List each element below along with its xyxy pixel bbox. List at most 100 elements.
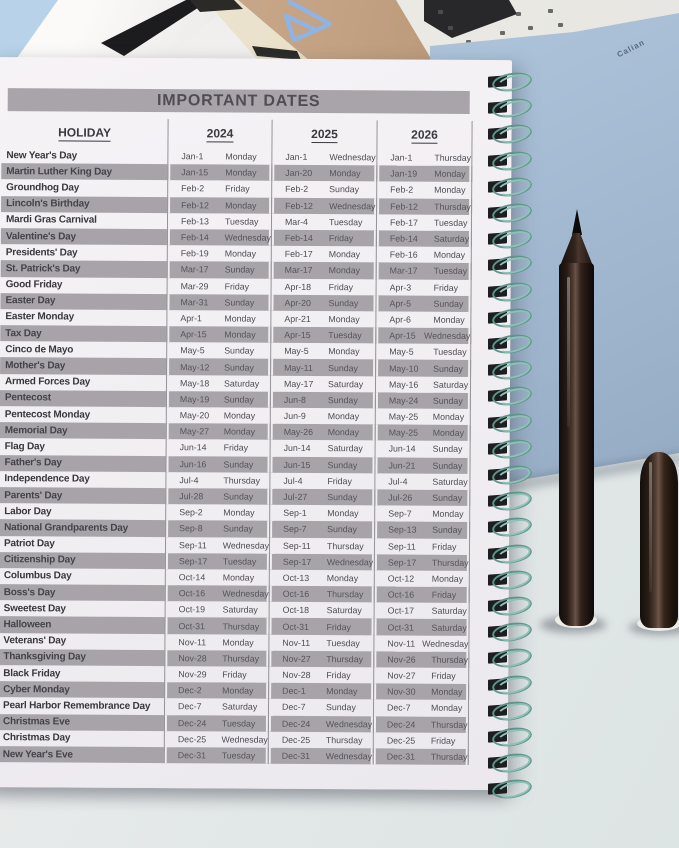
date-cell: Jun-15 (283, 459, 311, 470)
holiday-name: Halloween (0, 616, 165, 634)
year-2025-cell: Apr-21 Monday (270, 310, 376, 328)
weekday-cell: Monday (222, 572, 255, 583)
year-2026-cell: Nov-11 Wednesday (373, 634, 470, 652)
date-cell: Jun-14 (179, 442, 207, 453)
year-2026-cell: Oct-12 Monday (373, 570, 470, 588)
date-cell: Jun-16 (179, 458, 207, 469)
date-cell: Jul-26 (388, 492, 413, 503)
year-2026-cell: May-25 Monday (374, 408, 471, 426)
year-2025-cell: Jun-14 Saturday (269, 440, 375, 457)
date-cell: Oct-12 (387, 573, 415, 584)
punch-hole-dot (438, 10, 443, 14)
year-2026-cell: Apr-15 Wednesday (375, 327, 472, 345)
date-cell: Dec-25 (281, 734, 311, 745)
date-cell: Nov-28 (178, 653, 207, 664)
date-cell: Apr-15 (389, 330, 416, 341)
date-cell: Feb-14 (284, 232, 313, 244)
year-2024-cell: Oct-19 Saturday (164, 601, 269, 619)
weekday-cell: Monday (223, 507, 255, 518)
weekday-cell: Tuesday (221, 750, 256, 761)
date-cell: Apr-15 (284, 329, 311, 341)
weekday-cell: Monday (328, 249, 361, 260)
pen-cap (640, 452, 678, 628)
weekday-cell: Monday (225, 151, 257, 162)
weekday-cell: Wednesday (422, 638, 469, 649)
date-cell: Apr-15 (180, 329, 207, 340)
weekday-cell: Monday (431, 687, 463, 698)
weekday-cell: Sunday (223, 394, 254, 405)
planner-page: IMPORTANT DATES HOLIDAY 2024 2025 2026 N… (0, 57, 512, 791)
weekday-cell: Monday (223, 426, 256, 437)
year-2026-cell: Feb-14 Saturday (375, 230, 472, 248)
date-cell: May-19 (179, 394, 210, 405)
year-2025-cell: Jan-20 Monday (271, 164, 377, 182)
date-cell: Mar-29 (180, 280, 209, 291)
weekday-cell: Tuesday (433, 217, 468, 228)
date-cell: Nov-28 (282, 669, 311, 681)
date-cell: Sep-11 (387, 541, 416, 552)
year-2026-cell: Oct-17 Saturday (373, 602, 470, 620)
table-title: IMPORTANT DATES (7, 88, 470, 114)
year-2024-cell: May-12 Sunday (166, 358, 271, 376)
date-cell: Feb-12 (390, 201, 419, 212)
year-2024-cell: Oct-16 Wednesday (164, 585, 269, 602)
year-2025-cell: Dec-31 Wednesday (267, 747, 373, 765)
date-cell: May-17 (283, 378, 314, 389)
year-2024-cell: May-19 Sunday (165, 390, 270, 408)
date-cell: Jan-1 (390, 152, 413, 163)
date-cell: Jul-28 (179, 491, 204, 502)
weekday-cell: Sunday (328, 297, 359, 309)
year-2025-cell: May-11 Sunday (270, 359, 376, 376)
year-2024-cell: Mar-17 Sunday (166, 261, 271, 279)
date-cell: May-18 (179, 377, 210, 389)
year-2024-cell: Dec-24 Tuesday (163, 714, 268, 732)
year-2024-cell: Jan-1 Monday (167, 148, 272, 165)
date-cell: Sep-17 (178, 555, 208, 567)
weekday-cell: Sunday (326, 702, 356, 713)
weekday-cell: Monday (327, 427, 360, 438)
weekday-cell: Friday (222, 669, 247, 680)
year-2025-cell: Apr-18 Friday (270, 278, 376, 296)
pen-tip (571, 209, 583, 235)
weekday-cell: Monday (225, 200, 257, 211)
date-cell: Feb-14 (180, 232, 209, 243)
year-2024-cell: Apr-15 Monday (166, 326, 271, 343)
weekday-cell: Monday (327, 508, 359, 519)
weekday-cell: Tuesday (222, 556, 257, 567)
weekday-cell: Sunday (328, 362, 358, 373)
date-cell: Feb-2 (181, 183, 205, 194)
year-2024-cell: Feb-12 Monday (167, 196, 272, 214)
year-2025-cell: Feb-12 Wednesday (271, 197, 377, 215)
date-cell: Jan-15 (181, 167, 209, 178)
year-2024-cell: Jul-28 Sunday (165, 488, 270, 505)
holiday-name: Flag Day (4, 441, 45, 453)
weekday-cell: Thursday (325, 734, 363, 746)
year-2025-cell: Feb-2 Sunday (271, 181, 377, 198)
year-2025-cell: Dec-7 Sunday (267, 699, 374, 716)
date-cell: Feb-17 (389, 217, 418, 228)
year-2026-cell: May-5 Tuesday (375, 343, 472, 361)
weekday-cell: Monday (432, 411, 465, 423)
weekday-cell: Friday (224, 281, 250, 292)
year-2024-cell: Dec-7 Saturday (163, 698, 269, 716)
holiday-name: Black Friday (3, 667, 61, 680)
year-2025-cell: Dec-25 Thursday (267, 731, 373, 749)
date-cell: Jan-20 (285, 168, 313, 179)
holiday-name: New Year's Eve (0, 746, 164, 764)
weekday-cell: Wednesday (325, 718, 373, 730)
year-2026-cell: Sep-11 Friday (373, 537, 471, 555)
pen-body (559, 263, 594, 626)
year-2024-cell: Feb-19 Monday (166, 245, 271, 263)
date-cell: Jan-1 (181, 151, 204, 162)
holiday-name: Tax Day (0, 325, 167, 343)
year-2026-cell: May-24 Sunday (374, 392, 471, 409)
year-2026-cell: Jun-21 Sunday (374, 456, 471, 474)
weekday-cell: Thursday (326, 589, 364, 600)
date-cell: Feb-17 (284, 249, 313, 260)
date-cell: Feb-2 (285, 184, 309, 195)
date-cell: Nov-27 (282, 653, 311, 664)
weekday-cell: Sunday (224, 297, 255, 308)
date-cell: Jun-21 (388, 460, 416, 471)
year-2024-cell: Feb-2 Friday (167, 180, 272, 198)
holiday-name: Easter Monday (5, 311, 74, 323)
